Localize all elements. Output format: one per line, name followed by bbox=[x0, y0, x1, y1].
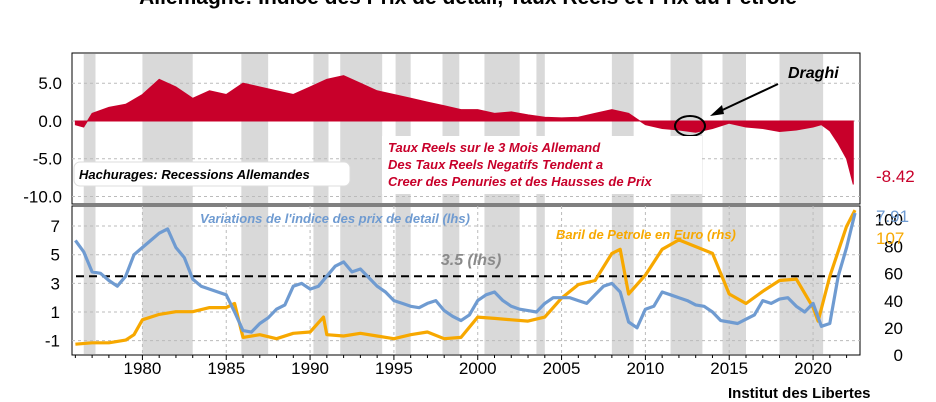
recession-band bbox=[395, 207, 411, 354]
recession-band bbox=[722, 54, 746, 203]
note-box bbox=[382, 136, 702, 194]
recession-band bbox=[670, 207, 703, 354]
series-name-oil: Baril de Petrole en Euro (rhs) bbox=[556, 227, 736, 242]
y-tick-label-left: 5 bbox=[51, 246, 60, 265]
recession-band bbox=[722, 207, 746, 354]
x-tick-label: 1990 bbox=[291, 359, 329, 378]
y-tick-label-left: 3 bbox=[51, 274, 60, 293]
series-line-inflation bbox=[74, 212, 857, 334]
y-tick-label-right: 80 bbox=[884, 238, 903, 257]
recession-legend-label: Hachurages: Recessions Allemandes bbox=[79, 167, 310, 182]
draghi-arrowhead bbox=[710, 105, 724, 116]
recession-band bbox=[340, 207, 383, 354]
bottom-panel: 7 5 3 1 -1 100 80 60 40 20 0 1980 1985 1990 1995 2000 2… bbox=[45, 205, 903, 378]
note-line: Des Taux Reels Negatifs Tendent a bbox=[388, 157, 603, 172]
recession-band bbox=[83, 54, 96, 203]
chart-title: Allemagne: Indice des Prix de detail, Ta… bbox=[0, 0, 936, 10]
x-tick-label: 1995 bbox=[375, 359, 413, 378]
recession-band bbox=[536, 207, 545, 354]
y-tick-label: -5.0 bbox=[33, 150, 62, 169]
y-tick-label: 5.0 bbox=[38, 74, 62, 93]
note-line: Taux Reels sur le 3 Mois Allemand bbox=[388, 140, 601, 155]
y-tick-label-right: 60 bbox=[884, 265, 903, 284]
y-tick-label-right: 0 bbox=[894, 346, 903, 365]
note-line: Creer des Penuries et des Hausses de Pri… bbox=[388, 174, 653, 189]
draghi-arrow bbox=[715, 83, 779, 114]
credit-label: Institut des Libertes bbox=[728, 385, 871, 402]
threshold-label: 3.5 (lhs) bbox=[441, 252, 501, 269]
recession-band bbox=[484, 207, 520, 354]
y-tick-label-left: 7 bbox=[51, 217, 60, 236]
last-value-real-rate: -8.42 bbox=[876, 167, 915, 186]
recession-legend-box bbox=[73, 161, 351, 187]
recession-band bbox=[83, 207, 96, 354]
series-area-real-rate bbox=[74, 75, 854, 185]
x-tick-label: 2000 bbox=[459, 359, 497, 378]
x-tick-label: 2020 bbox=[794, 359, 832, 378]
draghi-label: Draghi bbox=[788, 65, 839, 82]
y-tick-label-right: 20 bbox=[884, 319, 903, 338]
x-tick-label: 1980 bbox=[124, 359, 162, 378]
y-tick-label-right: 100 bbox=[875, 211, 903, 230]
y-tick-label-left: 1 bbox=[51, 303, 60, 322]
series-name-inflation: Variations de l'indice des prix de detai… bbox=[200, 211, 470, 226]
y-tick-label: 0.0 bbox=[38, 112, 62, 131]
last-value-oil: 107 bbox=[876, 229, 904, 248]
y-tick-label-left: -1 bbox=[45, 332, 60, 351]
x-tick-label: 2005 bbox=[543, 359, 581, 378]
last-value-inflation: 7.91 bbox=[876, 207, 909, 226]
x-tick-label: 2015 bbox=[710, 359, 748, 378]
y-tick-label-right: 40 bbox=[884, 292, 903, 311]
x-tick-label: 1985 bbox=[207, 359, 245, 378]
x-tick-label: 2010 bbox=[626, 359, 664, 378]
series-line-oil bbox=[75, 209, 857, 346]
recession-band bbox=[536, 54, 545, 203]
y-tick-label: -10.0 bbox=[23, 187, 62, 206]
recession-band bbox=[442, 207, 460, 354]
